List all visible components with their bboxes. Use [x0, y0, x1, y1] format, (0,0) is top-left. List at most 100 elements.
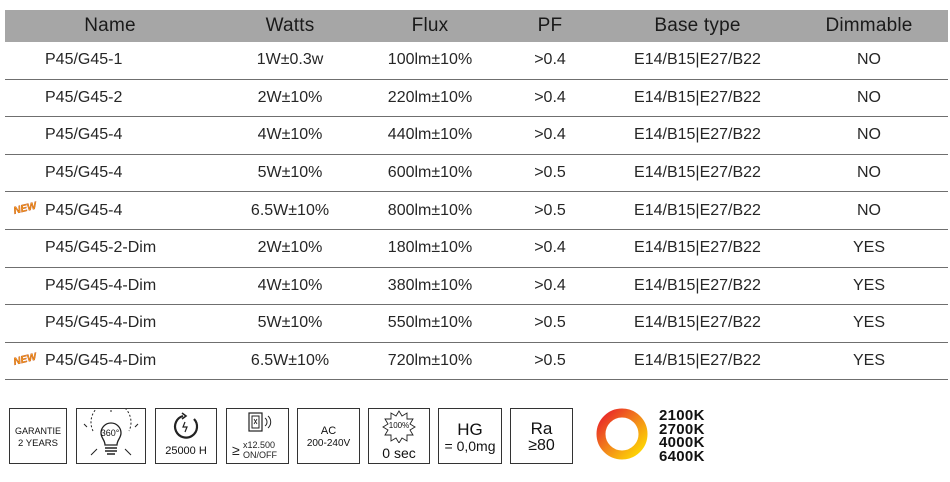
cell-dimmable: YES [790, 229, 948, 268]
cell-name: P45/G45-2-Dim [5, 229, 215, 268]
voltage-box: AC 200-240V [297, 408, 360, 464]
cell-flux: 380lm±10% [365, 267, 495, 306]
cell-dimmable: NO [790, 42, 948, 80]
cell-flux: 100lm±10% [365, 42, 495, 80]
cell-watts: 4W±10% [215, 116, 365, 155]
row-name: P45/G45-4-Dim [45, 276, 157, 294]
header-pf: PF [495, 10, 605, 42]
cell-dimmable: NO [790, 191, 948, 230]
color-temp-3: 4000K [659, 434, 705, 451]
cell-pf: >0.5 [495, 342, 605, 381]
switching-box: ≥ x12.500 ON/OFF [226, 408, 289, 464]
cell-pf: >0.4 [495, 42, 605, 80]
lifetime-box: 25000 H [155, 408, 217, 464]
beam-angle-box: 360° [76, 401, 146, 464]
cri-line2: ≥80 [528, 437, 555, 454]
color-temp-1: 2100K [659, 407, 705, 424]
cell-base: E14/B15|E27/B22 [605, 116, 790, 155]
row-name: P45/G45-1 [45, 51, 123, 69]
svg-text:NEW: NEW [12, 201, 39, 217]
cell-name: P45/G45-4 [5, 116, 215, 155]
warranty-line1: GARANTIE [14, 426, 61, 436]
cell-pf: >0.4 [495, 79, 605, 118]
cell-name: NEW P45/G45-4 [5, 191, 215, 230]
header-name: Name [5, 10, 215, 42]
mercury-line1: HG [457, 420, 483, 439]
new-badge-icon: NEW [12, 200, 39, 217]
cell-dimmable: NO [790, 116, 948, 155]
cell-watts: 5W±10% [215, 154, 365, 193]
cell-base: E14/B15|E27/B22 [605, 304, 790, 343]
row-name: P45/G45-2-Dim [45, 239, 157, 257]
cell-base: E14/B15|E27/B22 [605, 42, 790, 80]
cell-base: E14/B15|E27/B22 [605, 342, 790, 381]
cell-dimmable: YES [790, 342, 948, 381]
cell-pf: >0.5 [495, 154, 605, 193]
cell-flux: 550lm±10% [365, 304, 495, 343]
switching-count: x12.500 [243, 440, 276, 450]
cell-pf: >0.5 [495, 304, 605, 343]
cell-pf: >0.4 [495, 267, 605, 306]
table-row: P45/G45-4 4W±10% 440lm±10% >0.4 E14/B15|E27/… [5, 116, 948, 155]
cell-base: E14/B15|E27/B22 [605, 154, 790, 193]
table-row: P45/G45-4-Dim 4W±10% 380lm±10% >0.4 E14/B15|… [5, 267, 948, 306]
color-temp-2: 2700K [659, 420, 705, 438]
cell-flux: 800lm±10% [365, 191, 495, 230]
table-row: P45/G45-4 5W±10% 600lm±10% >0.5 E14/B15|E27/… [5, 154, 948, 193]
warmup-badge: 100% [388, 421, 410, 430]
svg-text:NEW: NEW [12, 351, 39, 367]
cell-base: E14/B15|E27/B22 [605, 267, 790, 306]
cell-watts: 2W±10% [215, 229, 365, 268]
cell-watts: 5W±10% [215, 304, 365, 343]
color-temp-box [584, 408, 721, 464]
cell-watts: 6.5W±10% [215, 191, 365, 230]
cell-watts: 1W±0.3w [215, 42, 365, 80]
cell-name: P45/G45-4-Dim [5, 267, 215, 306]
header-dimmable: Dimmable [790, 10, 948, 42]
warranty-box: GARANTIE 2 YEARS [9, 408, 67, 464]
cell-dimmable: YES [790, 267, 948, 306]
table-row: P45/G45-2-Dim 2W±10% 180lm±10% >0.4 E14/B15|… [5, 229, 948, 268]
spec-table: Name Watts Flux PF Base type Dimmable P4… [5, 10, 948, 381]
row-name: P45/G45-2 [45, 88, 123, 106]
warranty-line2: 2 YEARS [18, 438, 58, 449]
cell-name: P45/G45-2 [5, 79, 215, 118]
switching-label: ON/OFF [243, 450, 277, 460]
lifetime-label: 25000 H [165, 445, 207, 457]
cell-flux: 600lm±10% [365, 154, 495, 193]
cell-dimmable: NO [790, 154, 948, 193]
row-name: P45/G45-4 [45, 201, 123, 219]
cell-flux: 720lm±10% [365, 342, 495, 381]
voltage-line2: 200-240V [306, 438, 351, 449]
cell-pf: >0.4 [495, 116, 605, 155]
beam-angle-label: 360° [100, 428, 120, 438]
cell-base: E14/B15|E27/B22 [605, 191, 790, 230]
cri-box: Ra ≥80 [510, 408, 573, 464]
cell-watts: 6.5W±10% [215, 342, 365, 381]
cell-base: E14/B15|E27/B22 [605, 79, 790, 118]
cell-name: P45/G45-4 [5, 154, 215, 193]
cell-dimmable: YES [790, 304, 948, 343]
table-row: P45/G45-2 2W±10% 220lm±10% >0.4 E14/B15|E27/… [5, 79, 948, 118]
warmup-label: 0 sec [382, 445, 416, 461]
header-flux: Flux [365, 10, 495, 42]
table-row: NEW P45/G45-4-Dim 6.5W±10% 720lm±10% >0.5 E14… [5, 342, 948, 381]
warmup-box: 100% 0 sec [368, 408, 430, 464]
switching-prefix: ≥ [232, 442, 240, 458]
cell-pf: >0.5 [495, 191, 605, 230]
table-row: P45/G45-1 1W±0.3w 100lm±10% >0.4 E14/B15|E27… [5, 42, 948, 80]
row-name: P45/G45-4-Dim [45, 314, 157, 332]
cell-dimmable: NO [790, 79, 948, 118]
color-ring-icon [596, 408, 648, 460]
header-base-type: Base type [605, 10, 790, 42]
cell-name: NEW P45/G45-4-Dim [5, 342, 215, 381]
color-temp-list: 2100K 2700K 4000K 6400K [659, 407, 705, 465]
color-temp-4: 6400K [659, 447, 705, 465]
cell-watts: 2W±10% [215, 79, 365, 118]
mercury-line2: = 0,0mg [444, 438, 496, 454]
cell-name: P45/G45-1 [5, 42, 215, 80]
header-watts: Watts [215, 10, 365, 42]
cell-watts: 4W±10% [215, 267, 365, 306]
clock-icon [173, 412, 199, 439]
cell-flux: 180lm±10% [365, 229, 495, 268]
